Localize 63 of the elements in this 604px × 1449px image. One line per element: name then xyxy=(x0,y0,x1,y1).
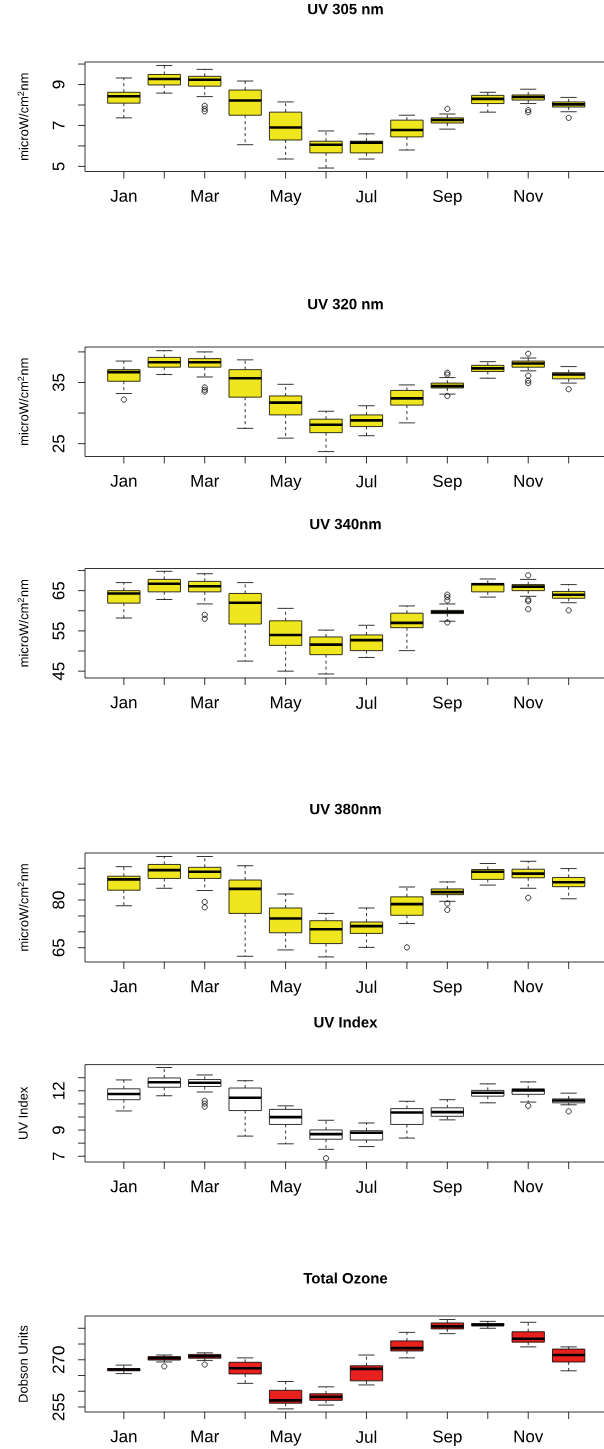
x-tick-label: Nov xyxy=(514,696,544,709)
chart-title: UV 320 nm xyxy=(308,298,383,310)
x-tick-label: Sep xyxy=(433,1430,462,1446)
y-axis-title: Dobson Units xyxy=(18,1325,28,1402)
x-tick-label: Jul xyxy=(355,190,377,203)
x-tick-label: Mar xyxy=(191,696,220,709)
x-tick-label: Mar xyxy=(191,980,220,993)
x-tick-label: May xyxy=(270,1180,302,1196)
x-tick-label: Sep xyxy=(433,190,462,206)
y-tick-label: 25 xyxy=(52,434,65,453)
x-tick-label: Jul xyxy=(355,1430,377,1443)
x-tick-label: Nov xyxy=(514,475,544,487)
y-tick-label: 55 xyxy=(52,622,65,640)
x-tick-label: Jan xyxy=(110,1430,137,1443)
x-tick-label: May xyxy=(270,190,302,206)
x-tick-label: Jul xyxy=(355,1180,377,1193)
y-tick-label: 7 xyxy=(52,1152,65,1161)
chart-title: UV 380nm xyxy=(310,803,381,815)
chart-title: Total Ozone xyxy=(303,1272,388,1284)
x-tick-label: May xyxy=(270,1430,302,1446)
chart-title: UV Index xyxy=(314,1016,378,1028)
y-tick-label: 45 xyxy=(52,662,65,681)
chart-title: UV 305 nm xyxy=(308,3,383,15)
y-axis-title: microW/cm$^{2}$nm xyxy=(17,358,29,446)
x-tick-label: Nov xyxy=(514,1430,544,1443)
x-tick-label: Nov xyxy=(514,980,544,993)
x-tick-label: Mar xyxy=(191,190,220,202)
y-tick-label: 65 xyxy=(52,581,65,600)
y-tick-label: 9 xyxy=(52,1126,65,1134)
x-tick-label: Mar xyxy=(191,1180,220,1193)
chart-title: UV 340nm xyxy=(310,518,381,530)
x-tick-label: Jan xyxy=(110,696,137,709)
x-tick-label: Jul xyxy=(355,475,377,488)
y-axis-title: microW/cm$^{2}$nm xyxy=(17,73,29,161)
x-tick-label: Nov xyxy=(514,190,544,202)
x-tick-label: May xyxy=(270,696,302,712)
y-tick-label: 35 xyxy=(52,373,65,392)
y-tick-label: 12 xyxy=(52,1082,65,1099)
y-tick-label: 9 xyxy=(52,80,65,89)
y-tick-label: 5 xyxy=(52,162,65,171)
x-tick-label: Jan xyxy=(110,475,137,487)
y-axis-title: microW/cm$^{2}$nm xyxy=(17,864,29,951)
x-tick-label: Jul xyxy=(355,980,377,993)
x-tick-label: Nov xyxy=(514,1180,544,1193)
x-tick-label: Mar xyxy=(191,475,220,487)
y-tick-label: 80 xyxy=(52,891,65,909)
y-axis-title: microW/cm$^{2}$nm xyxy=(17,579,29,667)
y-tick-label: 255 xyxy=(52,1393,65,1421)
y-tick-label: 65 xyxy=(52,939,65,957)
x-tick-label: Sep xyxy=(433,980,462,996)
y-tick-label: 270 xyxy=(52,1346,65,1374)
x-tick-label: May xyxy=(270,980,302,996)
x-tick-label: Mar xyxy=(191,1430,220,1443)
x-tick-label: Jan xyxy=(110,1180,137,1193)
x-tick-label: Sep xyxy=(433,696,462,712)
y-axis-title: UV Index xyxy=(18,1086,28,1139)
x-tick-label: Sep xyxy=(433,1180,462,1196)
x-tick-label: Jul xyxy=(355,696,377,709)
x-tick-label: May xyxy=(270,475,302,491)
x-tick-label: Jan xyxy=(110,980,137,993)
y-tick-label: 7 xyxy=(52,121,65,130)
x-tick-label: Sep xyxy=(433,475,462,491)
x-tick-label: Jan xyxy=(110,190,137,202)
